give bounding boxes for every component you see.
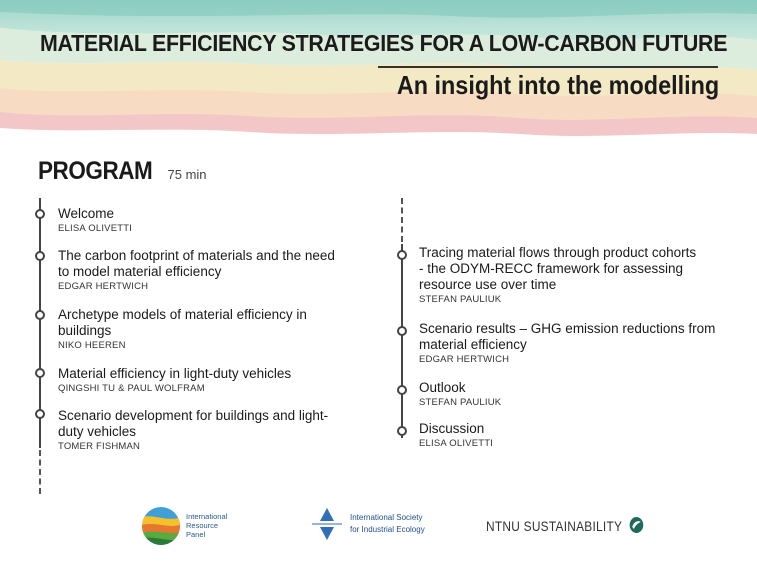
timeline-dot bbox=[397, 426, 407, 436]
program-item-speaker: EDGAR HERTWICH bbox=[58, 281, 149, 292]
timeline-dot bbox=[35, 310, 45, 320]
program-item-odym-recc: Tracing material flows through product c… bbox=[419, 245, 699, 305]
left-timeline bbox=[34, 198, 46, 494]
timeline-dot bbox=[35, 368, 45, 378]
program-item-scenario-results: Scenario results – GHG emission reductio… bbox=[419, 321, 719, 365]
program-item-speaker: STEFAN PAULIUK bbox=[419, 397, 502, 408]
program-duration: 75 min bbox=[167, 167, 207, 182]
program-item-speaker: EDGAR HERTWICH bbox=[419, 354, 510, 365]
timeline-dot bbox=[397, 326, 407, 336]
timeline-dot bbox=[397, 385, 407, 395]
program-title: PROGRAM bbox=[38, 157, 153, 185]
program-item-outlook: Outlook STEFAN PAULIUK bbox=[419, 380, 699, 408]
isie-triangles-icon bbox=[312, 508, 342, 540]
timeline-dot bbox=[397, 250, 407, 260]
right-timeline bbox=[396, 198, 408, 448]
program-item-discussion: Discussion ELISA OLIVETTI bbox=[419, 421, 699, 449]
program-item-title: Scenario development for buildings and l… bbox=[58, 408, 329, 439]
page-subtitle: An insight into the modelling bbox=[396, 70, 719, 100]
irp-globe-icon bbox=[142, 507, 180, 545]
program-item-title: Discussion bbox=[419, 421, 485, 436]
program-item-speaker: STEFAN PAULIUK bbox=[419, 294, 502, 305]
program-item-title: Archetype models of material efficiency … bbox=[58, 307, 307, 338]
timeline-dot bbox=[35, 209, 45, 219]
program-item-carbon-footprint: The carbon footprint of materials and th… bbox=[58, 248, 343, 292]
program-item-scenario-development: Scenario development for buildings and l… bbox=[58, 408, 338, 452]
timeline-dashed-line bbox=[39, 450, 41, 494]
program-heading: PROGRAM 75 min bbox=[38, 157, 207, 186]
timeline-dot bbox=[35, 251, 45, 261]
program-item-title: Outlook bbox=[419, 380, 466, 395]
timeline-line bbox=[39, 198, 41, 448]
irp-logo-line: Panel bbox=[186, 530, 206, 539]
program-item-speaker: TOMER FISHMAN bbox=[58, 441, 141, 452]
isie-logo-line: International Society bbox=[350, 513, 423, 522]
program-item-welcome: Welcome ELISA OLIVETTI bbox=[58, 206, 358, 234]
program-item-speaker: QINGSHI TU & PAUL WOLFRAM bbox=[58, 383, 205, 394]
page-title: MATERIAL EFFICIENCY STRATEGIES FOR A LOW… bbox=[40, 30, 728, 56]
timeline-line bbox=[401, 244, 403, 438]
isie-logo-text: International Society for Industrial Eco… bbox=[350, 512, 425, 536]
ntnu-leaf-icon bbox=[629, 517, 644, 533]
program-item-title: Scenario results – GHG emission reductio… bbox=[419, 321, 716, 352]
irp-logo-line: Resource bbox=[186, 521, 219, 530]
program-item-title: Welcome bbox=[58, 206, 115, 221]
program-item-speaker: ELISA OLIVETTI bbox=[58, 223, 133, 234]
timeline-dashed-line bbox=[401, 198, 403, 242]
isie-logo: International Society for Industrial Eco… bbox=[312, 506, 425, 547]
title-divider bbox=[378, 66, 718, 68]
program-item-speaker: NIKO HEEREN bbox=[58, 340, 126, 351]
program-item-archetype-models: Archetype models of material efficiency … bbox=[58, 307, 348, 351]
program-item-title: The carbon footprint of materials and th… bbox=[58, 248, 335, 279]
ntnu-logo-text: NTNU SUSTAINABILITY bbox=[486, 518, 622, 534]
partner-logos: International Resource Panel Internation… bbox=[0, 500, 757, 550]
program-item-speaker: ELISA OLIVETTI bbox=[419, 438, 494, 449]
program-item-title: Material efficiency in light-duty vehicl… bbox=[58, 366, 292, 381]
timeline-dot bbox=[35, 409, 45, 419]
irp-logo-line: International bbox=[186, 512, 228, 521]
irp-logo-text: International Resource Panel bbox=[186, 512, 256, 539]
header-wave-banner bbox=[0, 0, 757, 136]
irp-logo: International Resource Panel bbox=[140, 506, 227, 551]
program-item-title: Tracing material flows through product c… bbox=[419, 245, 697, 292]
isie-logo-line: for Industrial Ecology bbox=[350, 525, 425, 534]
ntnu-logo: NTNU SUSTAINABILITY bbox=[486, 516, 644, 534]
program-item-light-duty-vehicles: Material efficiency in light-duty vehicl… bbox=[58, 366, 358, 394]
